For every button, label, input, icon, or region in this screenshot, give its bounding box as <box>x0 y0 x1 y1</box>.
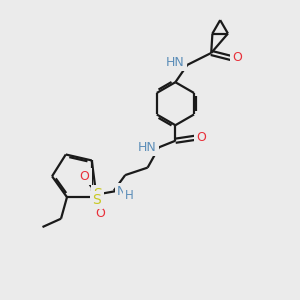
Text: N: N <box>117 185 126 198</box>
Text: O: O <box>196 131 206 144</box>
Text: O: O <box>95 206 105 220</box>
Text: O: O <box>80 170 89 183</box>
Text: HN: HN <box>138 141 157 154</box>
Text: H: H <box>125 189 134 202</box>
Text: S: S <box>92 193 101 207</box>
Text: O: O <box>232 51 242 64</box>
Text: S: S <box>93 187 102 201</box>
Text: HN: HN <box>166 56 185 69</box>
